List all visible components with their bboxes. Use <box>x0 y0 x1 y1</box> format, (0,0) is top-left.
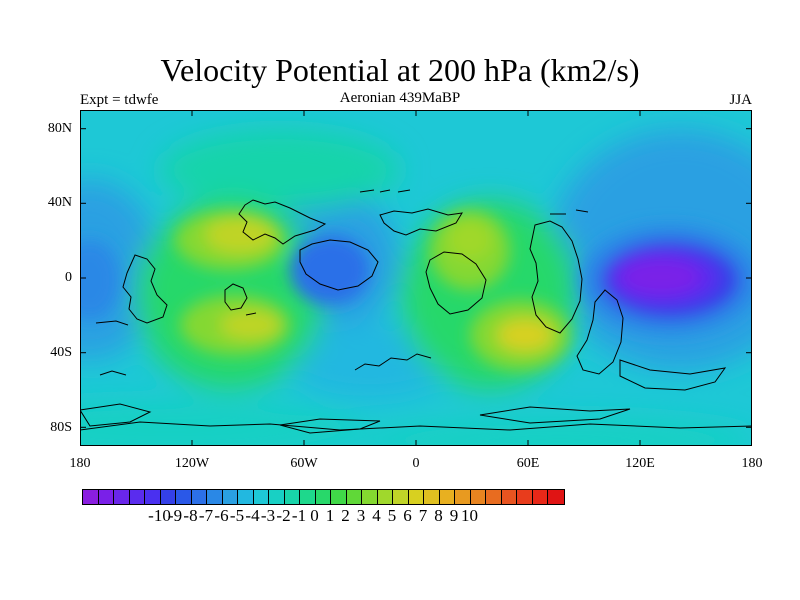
colorbar-tick-label: 8 <box>434 506 443 525</box>
field-highs <box>80 210 752 370</box>
colorbar-tick-label: -3 <box>260 506 276 525</box>
colorbar-box <box>98 490 114 504</box>
experiment-label: Expt = tdwfe <box>80 92 159 108</box>
colorbar-box <box>207 490 223 504</box>
colorbar-tick-label: 0 <box>310 506 319 525</box>
colorbar-box <box>377 490 393 504</box>
lat-tick-label: 80N <box>47 121 72 136</box>
colorbar-box <box>238 490 254 504</box>
colorbar-box <box>145 490 161 504</box>
colorbar-box <box>83 490 99 504</box>
colorbar-tick-label: 1 <box>325 506 335 525</box>
lat-tick-label: 0 <box>65 270 72 285</box>
colorbar-tick-label: -4 <box>245 506 260 525</box>
colorbar-tick-label: -8 <box>183 506 198 525</box>
colorbar-box <box>160 490 176 504</box>
colorbar-tick-label: -1 <box>291 506 307 525</box>
colorbar-box <box>470 490 486 504</box>
colorbar-box <box>253 490 269 504</box>
colorbar-tick-label: 7 <box>418 506 428 525</box>
colorbar-tick-label: 9 <box>449 506 459 525</box>
lat-tick-label: 40S <box>50 345 72 360</box>
colorbar-tick-label: -10 <box>148 506 171 525</box>
colorbar-box <box>269 490 285 504</box>
colorbar-tick-label: 5 <box>387 506 397 525</box>
colorbar-box <box>346 490 362 504</box>
lon-tick-label: 60W <box>290 456 318 471</box>
colorbar-box <box>331 490 347 504</box>
colorbar-box <box>517 490 533 504</box>
map-svg <box>80 110 752 446</box>
colorbar-box <box>362 490 378 504</box>
axis-ticks <box>80 110 752 446</box>
colorbar-box <box>408 490 424 504</box>
colorbar-tick-label: 10 <box>461 506 478 525</box>
velocity-potential-map <box>80 110 752 446</box>
colorbar-tick-label: 3 <box>356 506 366 525</box>
colorbar-tick-label: 6 <box>403 506 412 525</box>
lon-tick-label: 180 <box>741 456 763 471</box>
colorbar-tick-label: -5 <box>229 506 245 525</box>
colorbar-box <box>222 490 238 504</box>
colorbar-box <box>501 490 517 504</box>
colorbar-tick-label: -7 <box>198 506 214 525</box>
colorbar-box <box>424 490 440 504</box>
colorbar-box <box>300 490 316 504</box>
lon-tick-label: 60E <box>516 456 540 471</box>
colorbar-box <box>191 490 207 504</box>
colorbar-box <box>393 490 409 504</box>
colorbar-tick-label: -6 <box>214 506 229 525</box>
lon-tick-label: 120E <box>625 456 655 471</box>
season-label: JJA <box>729 92 752 108</box>
colorbar-box <box>176 490 192 504</box>
colorbar-box <box>284 490 300 504</box>
colorbar-box <box>532 490 548 504</box>
lat-tick-label: 80S <box>50 420 72 435</box>
colorbar-tick-label: -2 <box>276 506 291 525</box>
lon-tick-label: 120W <box>174 456 210 471</box>
lon-tick-label: 180 <box>69 456 91 471</box>
lon-tick-label: 0 <box>412 456 420 471</box>
colorbar-box <box>455 490 471 504</box>
lat-tick-label: 40N <box>47 195 72 210</box>
colorbar <box>82 489 565 505</box>
coastlines <box>80 189 752 434</box>
chart-title: Velocity Potential at 200 hPa (km2/s) <box>160 52 640 88</box>
colorbar-box <box>315 490 331 504</box>
colorbar-box <box>439 490 455 504</box>
colorbar-box <box>114 490 130 504</box>
colorbar-tick-label: 2 <box>341 506 350 525</box>
period-label: Aeronian 439MaBP <box>339 90 461 106</box>
colorbar-box <box>129 490 145 504</box>
colorbar-box <box>548 490 564 504</box>
colorbar-tick-label: -9 <box>167 506 183 525</box>
colorbar-box <box>486 490 502 504</box>
colorbar-tick-label: 4 <box>372 506 381 525</box>
